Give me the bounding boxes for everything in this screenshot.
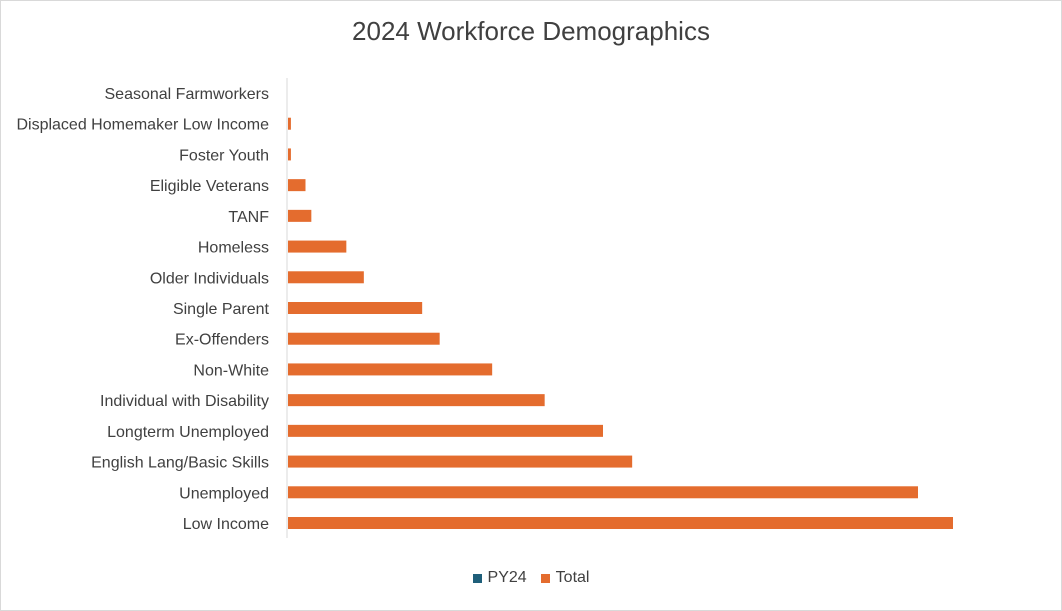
category-tick-label: Older Individuals: [150, 270, 269, 287]
category-tick-label: Displaced Homemaker Low Income: [16, 117, 269, 134]
legend: PY24 Total: [0, 569, 1062, 587]
legend-label-py24: PY24: [487, 569, 527, 586]
bar-total: [288, 179, 306, 192]
bar-total: [288, 240, 347, 253]
bar-total: [288, 148, 291, 161]
legend-item-py24: PY24: [472, 569, 527, 587]
category-tick-label: Longterm Unemployed: [107, 424, 269, 441]
bar-total: [288, 271, 364, 284]
bar-total: [288, 517, 953, 529]
category-tick-label: Single Parent: [173, 301, 270, 318]
category-tick-label: Seasonal Farmworkers: [105, 86, 270, 103]
category-tick-label: Non-White: [193, 362, 269, 379]
bar-total: [288, 209, 312, 222]
bar-total: [288, 117, 291, 130]
category-tick-label: Individual with Disability: [100, 393, 269, 410]
category-tick-label: TANF: [228, 209, 269, 226]
category-tick-label: Homeless: [198, 240, 269, 257]
legend-label-total: Total: [555, 569, 590, 586]
bar-total: [288, 302, 423, 314]
category-tick-label: English Lang/Basic Skills: [91, 455, 269, 472]
bar-total: [288, 455, 633, 468]
bar-total: [288, 394, 545, 407]
category-tick-label: Eligible Veterans: [150, 178, 269, 195]
category-tick-label: Ex-Offenders: [175, 332, 269, 349]
chart-title: 2024 Workforce Demographics: [352, 16, 710, 46]
category-tick-label: Unemployed: [179, 485, 269, 502]
bar-total: [288, 424, 603, 437]
legend-swatch-total: [540, 573, 550, 583]
legend-swatch-py24: [472, 573, 482, 583]
legend-item-total: Total: [540, 569, 590, 587]
category-tick-label: Low Income: [183, 516, 269, 533]
bar-total: [288, 486, 918, 499]
bar-total: [288, 332, 440, 345]
category-tick-label: Foster Youth: [179, 147, 269, 164]
bar-total: [288, 363, 493, 376]
